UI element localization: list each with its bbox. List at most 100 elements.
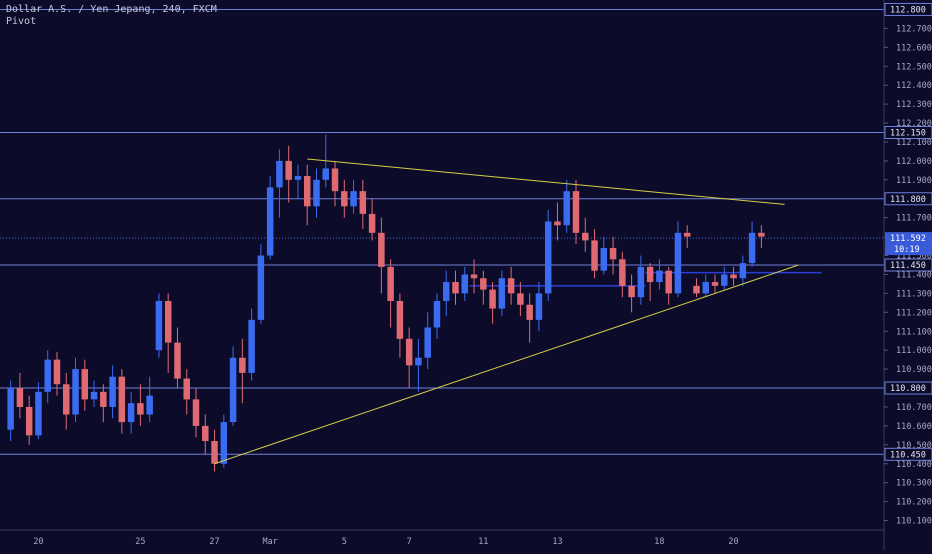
candle-body: [600, 247, 608, 271]
candle-body: [313, 179, 320, 207]
candle-body: [63, 384, 70, 415]
candle-body: [229, 357, 237, 423]
price-tick-label: 112.400: [896, 81, 932, 91]
price-tick-label: 112.600: [896, 43, 932, 53]
candle-body: [35, 391, 42, 436]
price-tick-label: 112.700: [896, 24, 932, 34]
price-tick-label: 110.100: [896, 517, 932, 527]
candle-body: [266, 187, 274, 256]
candle-body: [758, 232, 765, 237]
candle-body: [544, 221, 552, 294]
candle-body: [285, 160, 292, 180]
level-tag-label: 111.450: [890, 261, 926, 271]
candle-body: [693, 285, 700, 294]
price-tick-label: 111.000: [896, 346, 932, 356]
time-tick-label: 7: [407, 537, 412, 547]
candle-body: [220, 422, 228, 464]
candle-body: [341, 191, 348, 207]
candle-body: [480, 278, 487, 290]
candle-body: [118, 376, 126, 423]
candle-body: [387, 266, 394, 301]
candle-body: [211, 441, 218, 464]
candle-body: [202, 425, 209, 442]
time-tick-label: 20: [728, 537, 738, 547]
candle-body: [100, 391, 107, 407]
candle-body: [730, 274, 737, 279]
time-tick-label: 5: [342, 537, 347, 547]
price-tick-label: 111.100: [896, 327, 932, 337]
candle-body: [415, 357, 422, 366]
time-tick-label: 13: [552, 537, 562, 547]
level-tag: [884, 126, 932, 139]
candle-body: [683, 232, 691, 237]
candle-body: [396, 300, 404, 339]
candle-body: [72, 369, 79, 415]
price-tick-label: 111.700: [896, 214, 932, 224]
candle-body: [16, 388, 24, 407]
price-tick-label: 111.500: [896, 252, 932, 262]
price-tick-label: 112.300: [896, 100, 932, 110]
candle-body: [322, 168, 329, 180]
candle-body: [331, 168, 339, 192]
candle-body: [294, 176, 302, 180]
level-tag: [884, 447, 932, 461]
price-tick-label: 112.000: [896, 157, 932, 167]
price-tick-label: 110.500: [896, 441, 932, 451]
candle-body: [183, 378, 190, 400]
price-tick-label: 110.300: [896, 479, 932, 489]
indicator-label: Pivot: [6, 16, 37, 27]
candle-body: [609, 247, 617, 260]
candle-body: [239, 357, 246, 373]
candle-body: [535, 293, 543, 320]
candle-body: [702, 282, 709, 294]
price-tick-label: 112.200: [896, 119, 932, 129]
current-price-tag: [885, 232, 932, 256]
price-tick-label: 110.700: [896, 403, 932, 413]
candle-body: [619, 259, 626, 286]
candle-body: [443, 282, 450, 301]
candle-body: [303, 176, 311, 207]
price-tick-label: 110.900: [896, 365, 932, 375]
candle-body: [7, 388, 14, 430]
level-tag-label: 112.800: [890, 5, 926, 15]
price-tick-label: 111.300: [896, 289, 932, 299]
trendline: [214, 264, 799, 465]
time-tick-label: 27: [209, 537, 219, 547]
candle-body: [127, 403, 135, 423]
candle-body: [572, 191, 580, 233]
candle-body: [646, 266, 654, 283]
trendline: [307, 158, 785, 205]
price-tick-label: 110.600: [896, 422, 932, 432]
candle-body: [276, 160, 283, 188]
candle-body: [591, 240, 598, 271]
candle-body: [748, 232, 756, 264]
candle-body: [498, 278, 506, 309]
candle-body: [359, 191, 367, 214]
time-tick-label: 11: [478, 537, 488, 547]
candle-body: [711, 282, 719, 286]
level-tag-label: 110.800: [890, 384, 926, 394]
candle-body: [656, 270, 663, 283]
candle-body: [739, 263, 747, 279]
candle-body: [526, 304, 533, 320]
candle-body: [192, 399, 200, 426]
time-tick-label: Mar: [262, 537, 277, 547]
candle-body: [350, 191, 357, 207]
level-tag: [884, 192, 932, 206]
candle-body: [405, 338, 413, 366]
candle-body: [507, 278, 515, 294]
candle-body: [109, 376, 116, 407]
price-tick-label: 111.400: [896, 270, 932, 280]
level-tag-label: 110.450: [890, 450, 926, 460]
candle-body: [517, 293, 524, 305]
candle-body: [378, 232, 385, 267]
current-price-label: 111.592: [890, 234, 926, 244]
level-tag: [884, 381, 932, 395]
candle-body: [53, 359, 61, 385]
time-tick-label: 20: [33, 537, 43, 547]
candle-body: [452, 282, 459, 294]
level-tag-label: 112.150: [890, 129, 926, 139]
price-tick-label: 110.400: [896, 460, 932, 470]
